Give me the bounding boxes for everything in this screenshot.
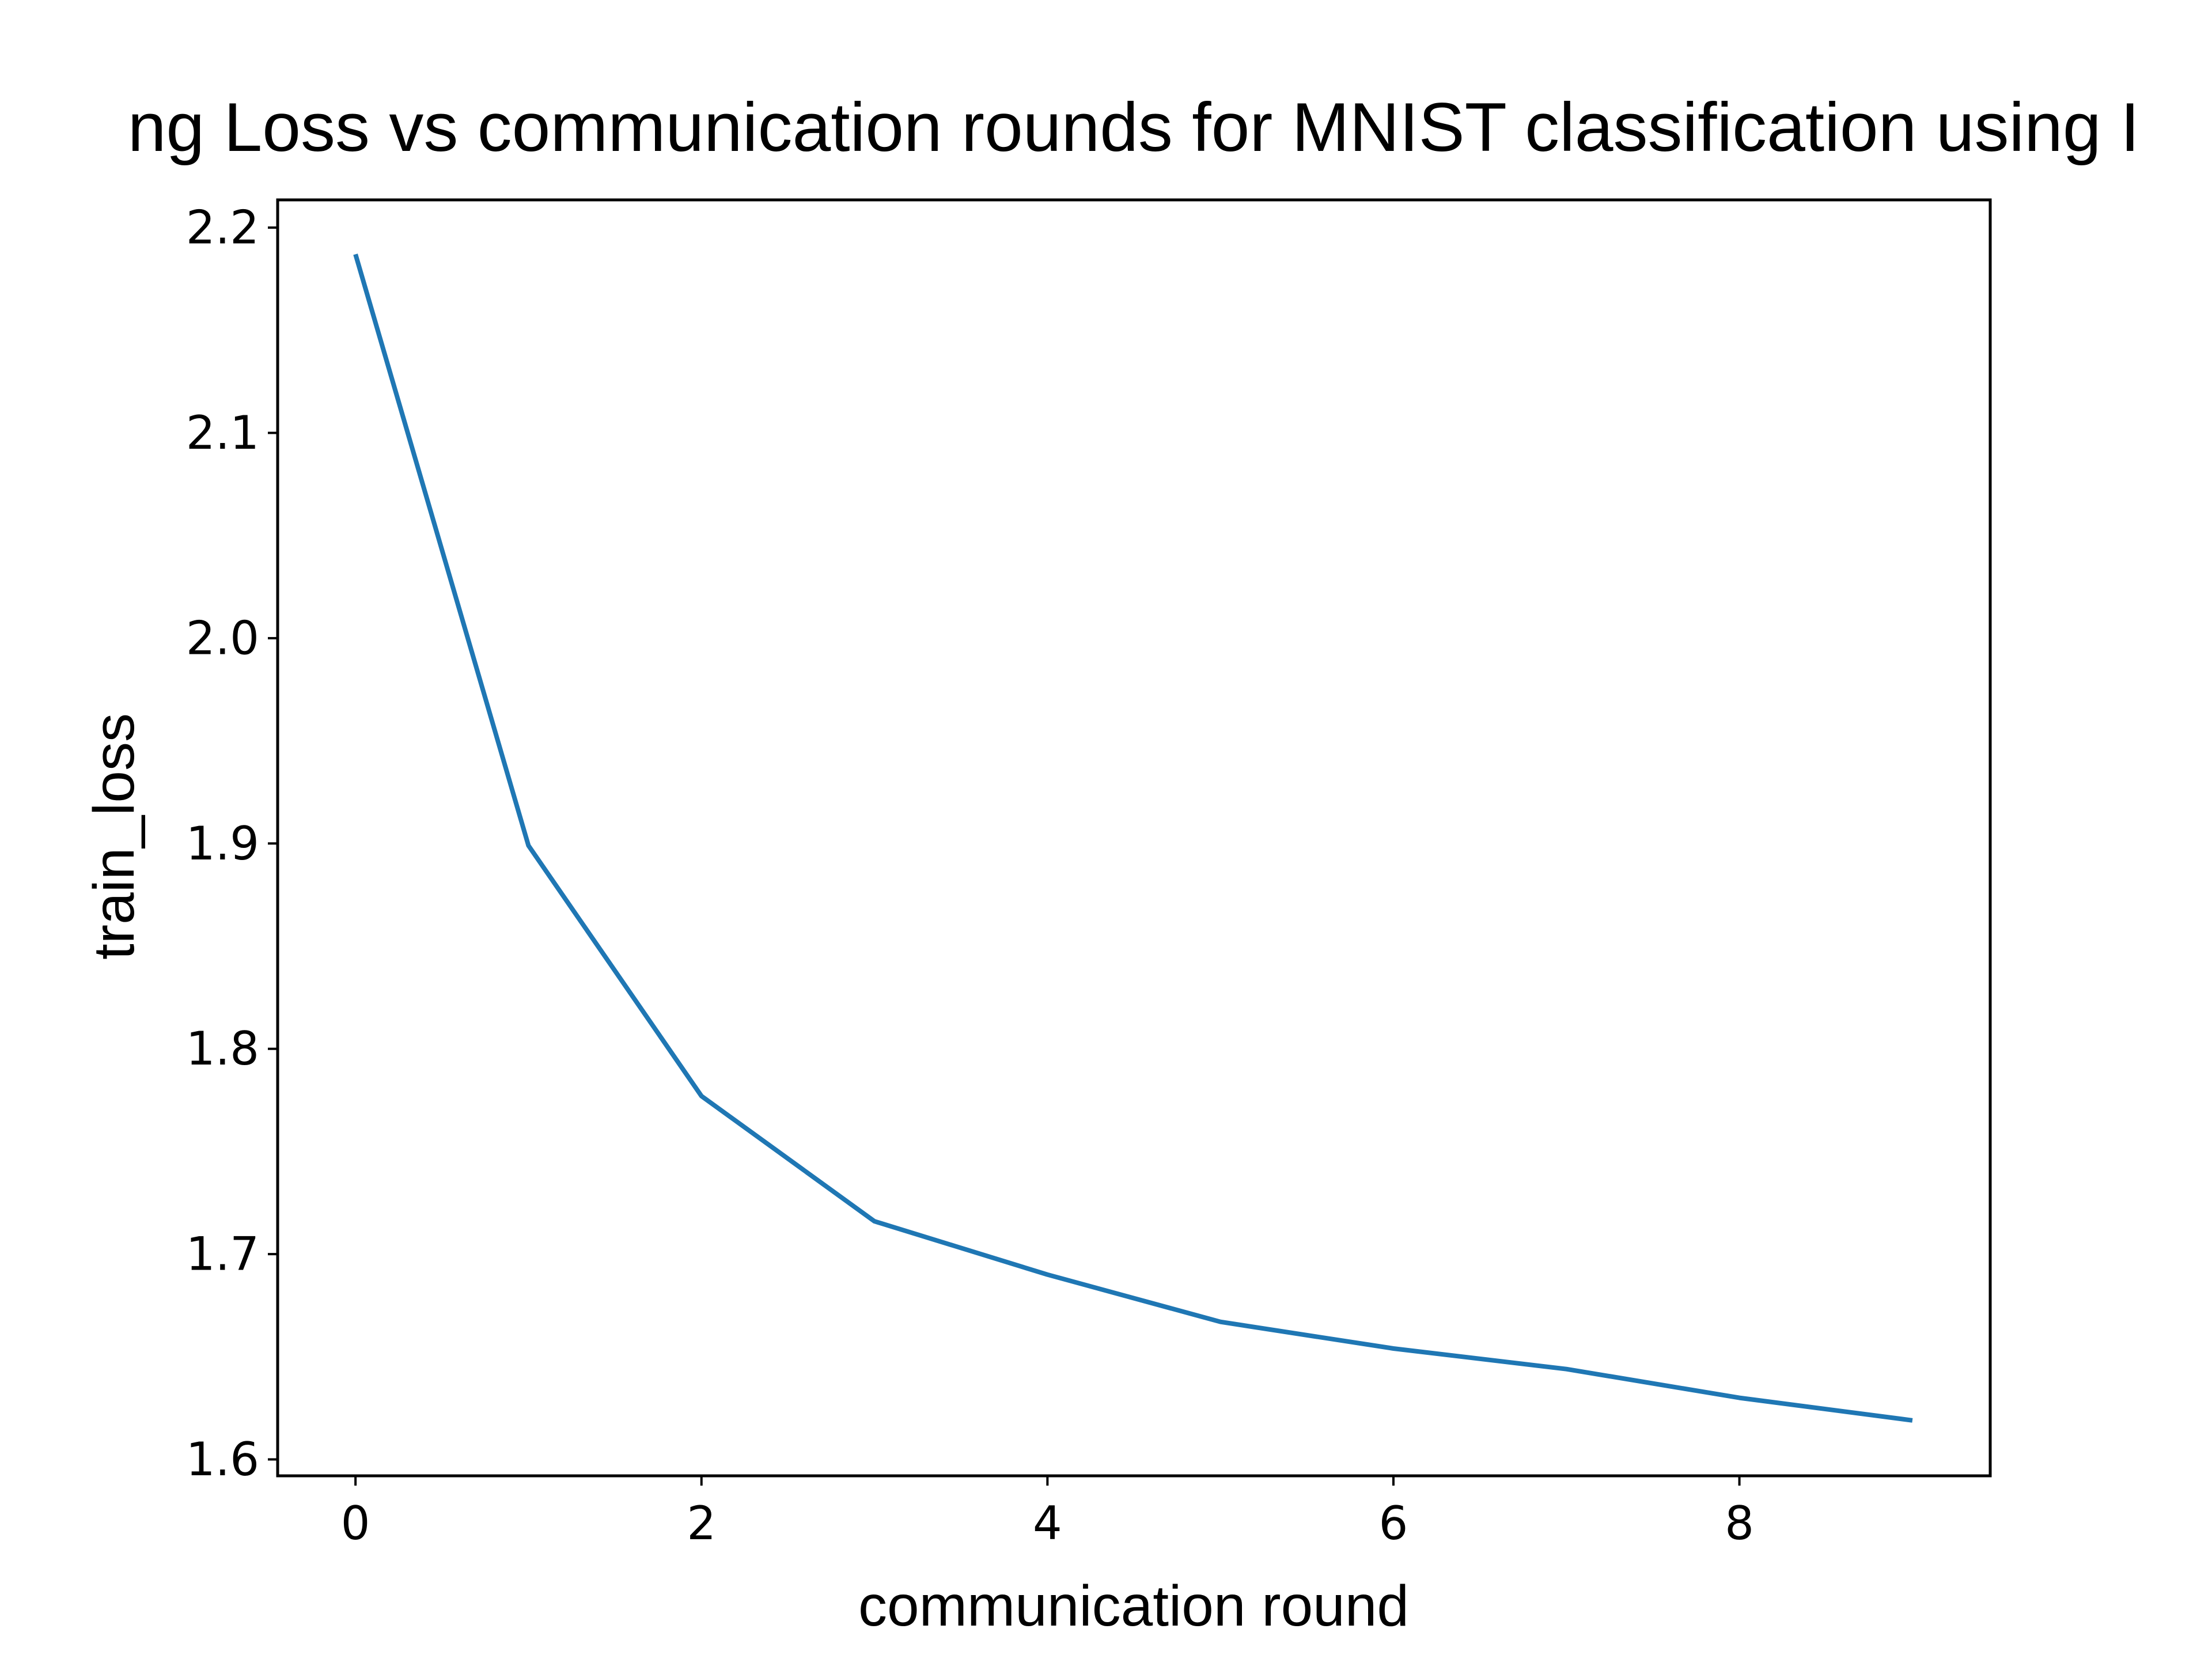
y-tick-label: 2.2 — [186, 201, 259, 255]
x-axis: 0 2 4 6 8 — [341, 1476, 1754, 1550]
series-line-0 — [353, 253, 1913, 1423]
y-axis: 1.6 1.7 1.8 1.9 2.0 2.1 2.2 — [186, 201, 278, 1486]
x-axis-label: communication round — [858, 1574, 1409, 1638]
y-tick-label: 1.6 — [186, 1433, 259, 1486]
x-tick-label: 4 — [1033, 1497, 1062, 1550]
x-tick-label: 6 — [1379, 1497, 1408, 1550]
x-tick-label: 2 — [687, 1497, 716, 1550]
x-tick-label: 8 — [1725, 1497, 1754, 1550]
y-axis-label: train_loss — [82, 713, 146, 960]
plot-area: 1.6 1.7 1.8 1.9 2.0 2.1 2.2 0 2 4 6 8 — [186, 198, 1992, 1550]
y-tick-label: 2.0 — [186, 611, 259, 665]
y-tick-label: 2.1 — [186, 406, 259, 460]
y-tick-label: 1.7 — [186, 1228, 259, 1281]
chart-title: ng Loss vs communication rounds for MNIS… — [128, 89, 2140, 166]
series-layer — [353, 253, 1913, 1423]
y-tick-label: 1.9 — [186, 817, 259, 870]
x-tick-label: 0 — [341, 1497, 370, 1550]
y-tick-label: 1.8 — [186, 1022, 259, 1075]
plot-frame — [276, 198, 1992, 1478]
